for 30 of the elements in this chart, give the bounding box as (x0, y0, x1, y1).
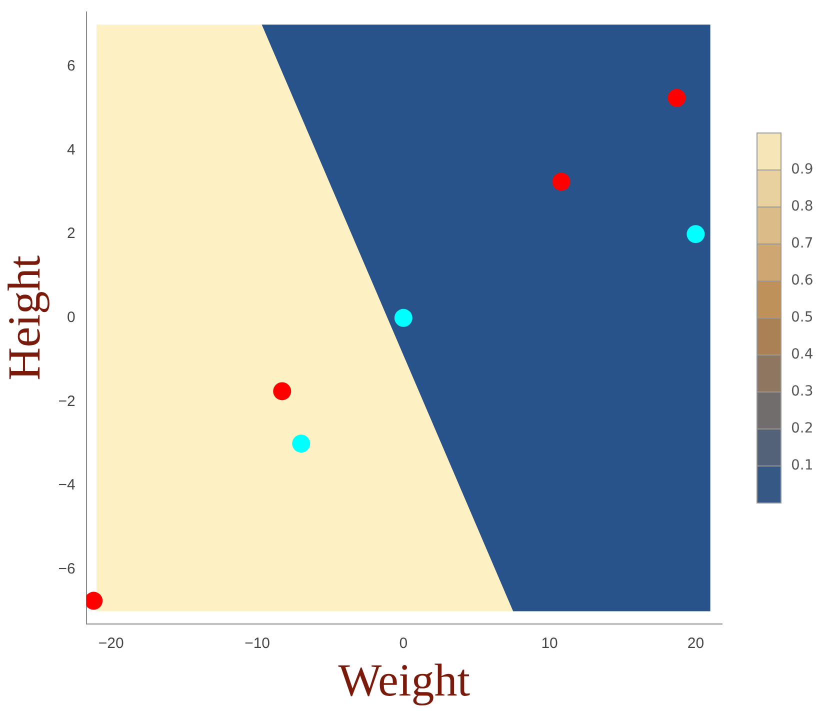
point (552, 172, 570, 191)
y-tick-label: −6 (58, 560, 76, 578)
point (668, 88, 686, 107)
color-bar-label: 0.7 (791, 236, 814, 252)
color-bar-label: 0.4 (791, 346, 814, 363)
color-bar-label: 0.3 (791, 384, 814, 400)
color-bar-label: 0.8 (791, 198, 814, 215)
point (292, 434, 310, 453)
x-tick-label: 20 (687, 634, 704, 652)
y-tick-label: −4 (58, 476, 76, 494)
y-tick-label: −2 (58, 392, 76, 410)
color-bar-label: 0.6 (791, 272, 814, 289)
point (394, 308, 412, 327)
y-axis-title: Height (0, 255, 50, 380)
color-bar-label: 0.9 (791, 162, 814, 178)
y-tick-label: 0 (66, 309, 76, 326)
y-tick-label: 4 (66, 141, 76, 158)
y-tick-label: 2 (66, 225, 76, 242)
color-bar-label: 0.5 (791, 310, 814, 326)
x-axis-title: Weight (338, 654, 470, 706)
x-tick-label: −20 (98, 634, 124, 652)
x-tick-label: −10 (244, 634, 270, 652)
point (273, 382, 292, 400)
color-bar-label: 0.2 (791, 420, 814, 437)
point (86, 592, 103, 610)
y-tick-label: 6 (66, 58, 76, 75)
point (686, 225, 705, 244)
x-tick-label: 0 (399, 634, 408, 652)
x-tick-label: 10 (541, 634, 558, 652)
color-bar-label: 0.1 (791, 458, 814, 474)
